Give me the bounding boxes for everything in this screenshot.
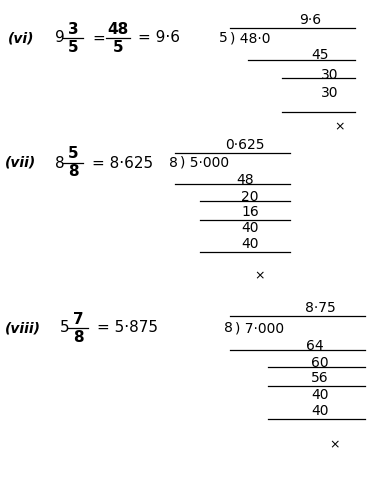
Text: 8: 8 <box>68 164 78 180</box>
Text: 40: 40 <box>241 221 259 235</box>
Text: ) 48·0: ) 48·0 <box>230 31 270 45</box>
Text: 3: 3 <box>68 21 78 37</box>
Text: 48: 48 <box>108 21 129 37</box>
Text: 40: 40 <box>311 404 329 418</box>
Text: (viii): (viii) <box>5 321 41 335</box>
Text: 16: 16 <box>241 205 259 219</box>
Text: (vi): (vi) <box>8 31 35 45</box>
Text: (vii): (vii) <box>5 156 36 170</box>
Text: 40: 40 <box>311 388 329 402</box>
Text: 5: 5 <box>113 40 123 54</box>
Text: =: = <box>92 31 105 46</box>
Text: 56: 56 <box>311 371 329 385</box>
Text: 64: 64 <box>306 339 324 353</box>
Text: 8: 8 <box>169 156 178 170</box>
Text: ×: × <box>330 439 340 451</box>
Text: 5: 5 <box>60 320 70 336</box>
Text: 8·75: 8·75 <box>305 301 336 315</box>
Text: ) 7·000: ) 7·000 <box>235 321 284 335</box>
Text: ×: × <box>335 120 345 134</box>
Text: 45: 45 <box>311 48 329 62</box>
Text: 20: 20 <box>241 190 259 204</box>
Text: 8: 8 <box>224 321 233 335</box>
Text: 30: 30 <box>321 86 339 100</box>
Text: 60: 60 <box>311 356 329 370</box>
Text: 40: 40 <box>241 237 259 251</box>
Text: = 9·6: = 9·6 <box>138 31 180 46</box>
Text: = 8·625: = 8·625 <box>92 155 153 170</box>
Text: 9: 9 <box>55 31 65 46</box>
Text: 5: 5 <box>68 40 78 54</box>
Text: ) 5·000: ) 5·000 <box>180 156 229 170</box>
Text: 5: 5 <box>68 147 78 161</box>
Text: 5: 5 <box>219 31 228 45</box>
Text: 7: 7 <box>73 311 83 327</box>
Text: 48: 48 <box>236 173 254 187</box>
Text: 8: 8 <box>73 330 83 345</box>
Text: 8: 8 <box>55 155 65 170</box>
Text: 0·625: 0·625 <box>225 138 265 152</box>
Text: 30: 30 <box>321 68 339 82</box>
Text: ×: × <box>255 269 265 283</box>
Text: = 5·875: = 5·875 <box>97 320 158 336</box>
Text: 9·6: 9·6 <box>299 13 321 27</box>
